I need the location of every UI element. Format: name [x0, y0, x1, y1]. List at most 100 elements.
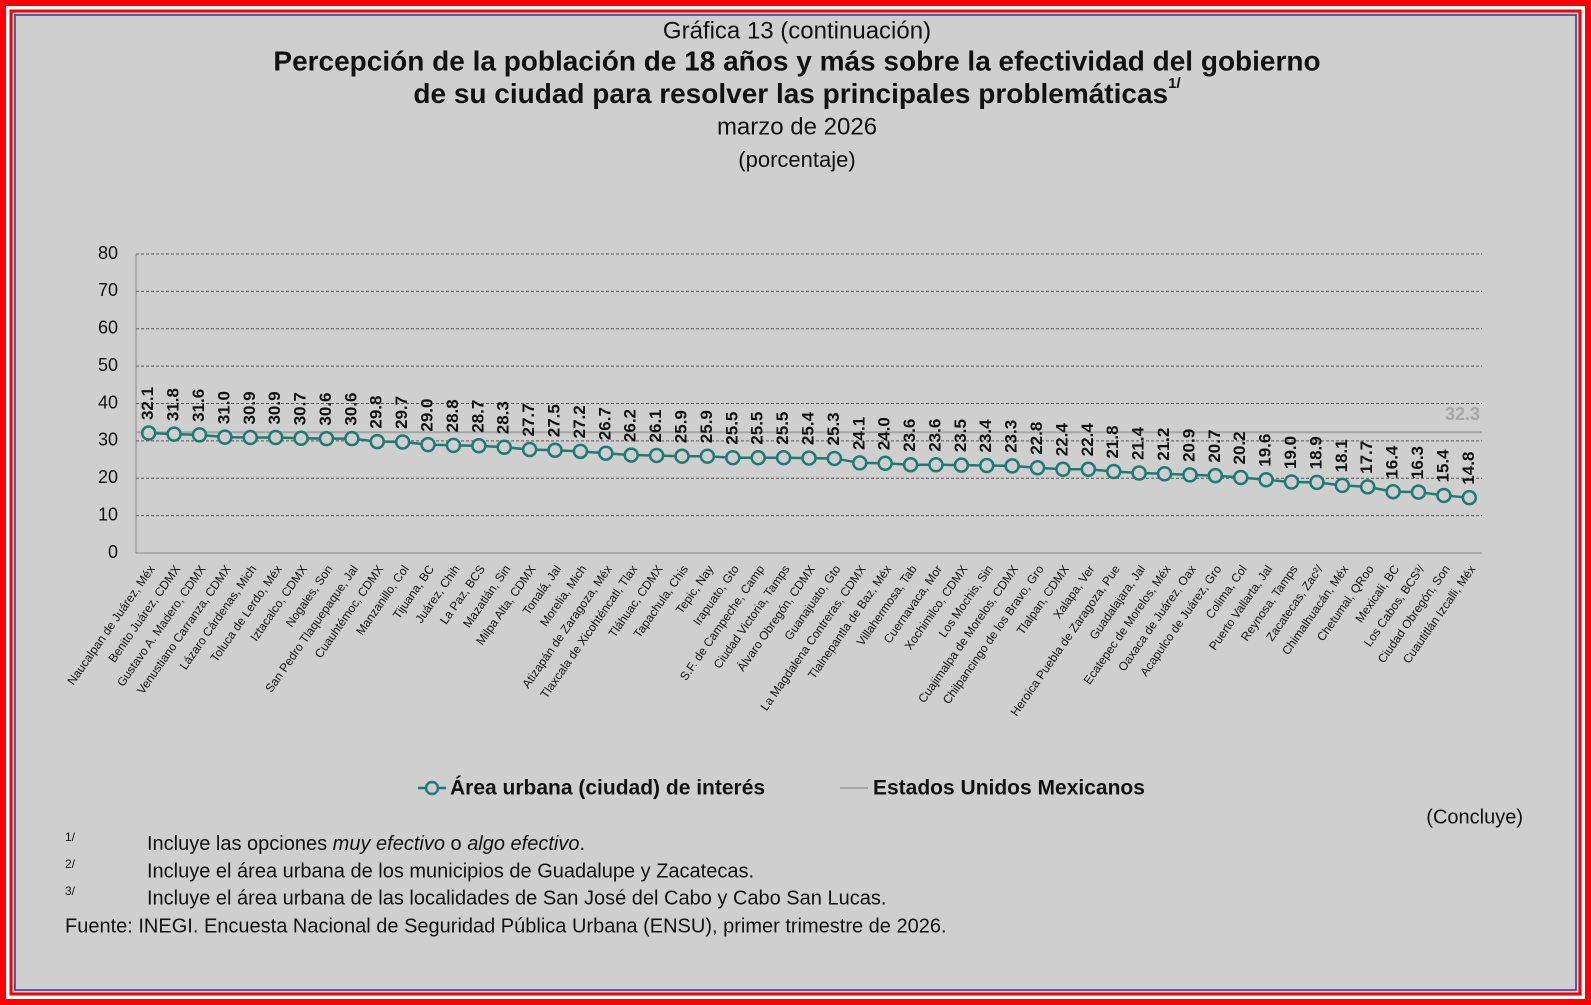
supertitle: Gráfica 13 (continuación): [663, 17, 931, 44]
data-label: 27.5: [545, 404, 564, 437]
point: [496, 439, 512, 455]
data-label: 32.1: [138, 387, 157, 420]
point: [394, 434, 411, 450]
point: [1156, 466, 1173, 482]
footnote-part: Incluye las opciones: [147, 833, 333, 855]
y-tick-label: 80: [98, 243, 118, 263]
point: [471, 437, 487, 454]
footnote-part: o: [445, 833, 467, 855]
footnote-part: muy efectivo: [333, 833, 445, 855]
data-label: 30.9: [240, 391, 259, 424]
point: [293, 430, 309, 447]
data-label: 30.6: [316, 393, 335, 426]
data-label: 28.8: [443, 399, 462, 432]
point: [1182, 467, 1198, 483]
data-label: 17.7: [1357, 441, 1376, 474]
point: [242, 429, 259, 446]
data-label: 21.2: [1154, 428, 1173, 461]
y-tick-label: 0: [108, 542, 118, 562]
data-label: 26.7: [595, 407, 614, 440]
data-label: 23.6: [925, 419, 944, 452]
data-label: 29.7: [392, 396, 411, 429]
data-label: 30.9: [265, 391, 284, 424]
footnote: Incluye el área urbana de los municipios…: [147, 860, 754, 882]
data-label: 31.6: [189, 389, 208, 422]
point: [1410, 484, 1427, 500]
point: [1131, 465, 1147, 481]
y-tick-label: 30: [98, 430, 118, 450]
legend: Área urbana (ciudad) de interés Estados …: [418, 777, 1145, 800]
point: [1029, 460, 1046, 476]
y-tick-label: 50: [98, 355, 118, 375]
point: [1334, 477, 1351, 494]
point: [674, 448, 690, 464]
point: [1309, 474, 1325, 491]
data-label: 28.7: [468, 400, 487, 433]
point: [775, 449, 792, 466]
data-label: 23.3: [1002, 420, 1021, 453]
legend-marker: [424, 780, 440, 796]
point: [1461, 489, 1478, 506]
point: [1080, 461, 1097, 478]
data-label: 15.4: [1433, 449, 1452, 483]
point: [953, 457, 970, 473]
data-label: 24.0: [875, 417, 894, 450]
data-label: 22.4: [1078, 423, 1097, 457]
point: [267, 429, 284, 446]
y-tick-label: 40: [98, 392, 118, 412]
data-label: 18.1: [1332, 439, 1351, 472]
point: [979, 457, 995, 474]
data-label: 22.4: [1052, 423, 1071, 457]
point: [928, 457, 944, 473]
unit: (porcentaje): [738, 147, 855, 172]
data-label: 29.8: [367, 396, 386, 429]
data-label: 30.6: [341, 393, 360, 426]
source: Fuente: INEGI. Encuesta Nacional de Segu…: [65, 915, 947, 937]
point: [852, 455, 868, 471]
title-note: 1/: [1168, 75, 1181, 92]
point: [369, 433, 386, 450]
point: [344, 430, 360, 447]
data-label: 25.5: [722, 412, 741, 445]
data-label: 14.8: [1459, 452, 1478, 485]
point: [598, 445, 614, 461]
point: [318, 430, 335, 447]
data-label: 23.5: [951, 419, 970, 452]
point: [191, 427, 208, 443]
reference-label: 32.3: [1445, 404, 1480, 424]
data-label: 25.5: [773, 412, 792, 445]
point: [420, 436, 436, 453]
legend-label: Área urbana (ciudad) de interés: [450, 777, 765, 800]
point: [445, 437, 462, 454]
point: [725, 449, 741, 466]
data-label: 25.9: [672, 410, 691, 443]
point: [1004, 458, 1020, 474]
point: [750, 449, 766, 466]
point: [217, 429, 233, 445]
data-label: 27.7: [519, 403, 538, 436]
footnote-mark: 2/: [65, 857, 76, 871]
y-tick-label: 60: [98, 318, 118, 338]
point: [572, 443, 589, 460]
point: [140, 425, 157, 441]
data-label: 23.6: [900, 419, 919, 452]
footnote: Incluye el área urbana de las localidade…: [147, 887, 886, 909]
data-label: 28.3: [494, 401, 513, 434]
data-label: 25.9: [697, 410, 716, 443]
inner-border: [14, 14, 1577, 991]
y-tick-label: 70: [98, 280, 118, 300]
point: [826, 450, 843, 467]
footnote: Incluye las opciones muy efectivo o algo…: [147, 833, 585, 855]
data-label: 22.8: [1027, 422, 1046, 455]
data-label: 23.4: [976, 419, 995, 453]
data-label: 20.9: [1179, 429, 1198, 462]
data-label: 16.4: [1383, 445, 1402, 479]
title-line: de su ciudad para resolver las principal…: [413, 78, 1168, 109]
data-label: 18.9: [1306, 436, 1325, 469]
point: [699, 448, 716, 464]
data-label: 27.2: [570, 405, 589, 438]
data-label: 31.0: [214, 391, 233, 424]
point: [1232, 469, 1249, 486]
point: [1283, 474, 1300, 490]
